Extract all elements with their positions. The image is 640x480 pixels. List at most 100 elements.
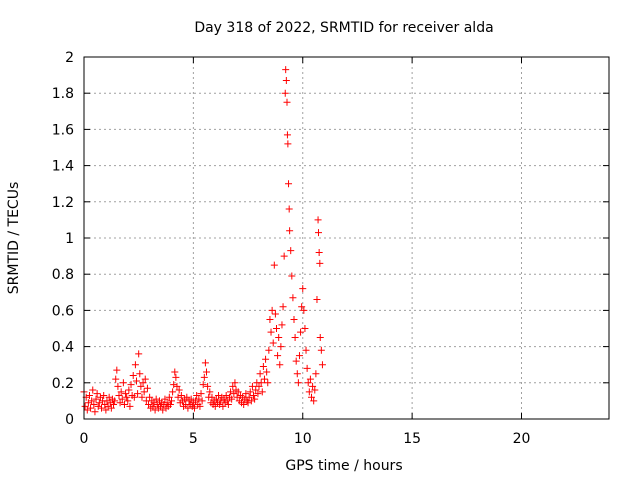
data-point (204, 382, 212, 390)
data-point (266, 315, 274, 323)
data-point (313, 296, 321, 304)
data-point (278, 321, 286, 329)
data-point (159, 406, 167, 414)
data-point (259, 363, 267, 371)
data-point (206, 388, 214, 396)
data-point (140, 388, 148, 396)
data-point (282, 77, 290, 85)
data-point (234, 388, 242, 396)
data-point (286, 227, 294, 235)
data-point (87, 404, 95, 412)
data-point (117, 388, 125, 396)
data-point (247, 397, 255, 405)
data-point (94, 402, 102, 410)
data-point (231, 379, 239, 387)
data-point (83, 406, 91, 414)
y-tick-label: 0.8 (52, 267, 74, 283)
data-point (168, 397, 175, 405)
data-point (173, 382, 181, 390)
data-point (312, 370, 320, 378)
data-point (300, 306, 308, 314)
data-point (212, 395, 220, 403)
data-point (122, 390, 130, 398)
data-point (308, 393, 315, 401)
data-point (119, 379, 127, 387)
data-point (110, 401, 118, 409)
data-point (316, 259, 324, 267)
data-point (198, 397, 206, 405)
data-point (113, 366, 121, 374)
data-point (111, 397, 119, 405)
y-tick-label: 1.4 (52, 159, 74, 175)
axis-ticks: 00.20.40.60.811.21.41.61.820 5 10 15 20 (52, 50, 609, 447)
data-point (200, 373, 208, 381)
data-point (290, 315, 298, 323)
data-point (215, 391, 223, 399)
data-point (184, 404, 192, 412)
data-point (157, 402, 165, 410)
data-point (196, 402, 204, 410)
data-point (315, 248, 323, 256)
data-point (150, 399, 158, 407)
data-point (183, 393, 191, 401)
data-point (125, 386, 133, 394)
data-points (80, 66, 326, 416)
data-point (248, 382, 256, 390)
data-point (244, 399, 252, 407)
data-point (174, 393, 182, 401)
data-point (90, 401, 98, 409)
data-point (283, 98, 291, 106)
data-point (222, 391, 230, 399)
data-point (192, 397, 200, 405)
data-point (193, 391, 201, 399)
data-point (287, 247, 295, 255)
y-tick-label: 2 (65, 50, 74, 66)
data-point (265, 346, 273, 354)
data-point (279, 303, 287, 311)
y-tick-label: 0.6 (52, 303, 74, 319)
data-point (293, 370, 301, 378)
data-point (294, 379, 302, 387)
data-point (133, 377, 140, 385)
data-point (282, 66, 290, 74)
data-point (116, 399, 124, 407)
data-point (306, 375, 314, 383)
data-point (84, 399, 92, 407)
data-point (260, 375, 268, 383)
data-point (246, 388, 254, 396)
data-point (223, 397, 231, 405)
data-point (310, 397, 318, 405)
data-point (190, 404, 198, 412)
data-point (211, 402, 219, 410)
data-point (114, 382, 122, 390)
data-point (315, 229, 322, 237)
data-point (263, 368, 271, 376)
data-point (292, 357, 300, 365)
y-tick-label: 1.2 (52, 195, 74, 211)
data-point (105, 393, 113, 401)
data-point (240, 401, 248, 409)
data-point (229, 382, 237, 390)
data-point (289, 294, 297, 302)
data-point (138, 393, 146, 401)
y-tick-label: 1 (65, 231, 74, 247)
grid-lines (84, 57, 609, 419)
x-tick-label: 5 (189, 431, 198, 447)
data-point (127, 381, 135, 389)
data-point (136, 370, 144, 378)
data-point (152, 395, 160, 403)
data-point (316, 334, 324, 342)
data-point (130, 393, 138, 401)
data-point (112, 375, 120, 383)
data-point (145, 401, 153, 409)
data-point (118, 395, 126, 403)
x-tick-label: 10 (294, 431, 312, 447)
x-tick-label: 20 (513, 431, 531, 447)
data-point (131, 361, 139, 369)
data-point (124, 397, 132, 405)
data-point (165, 393, 173, 401)
data-point (107, 404, 115, 412)
data-point (230, 390, 238, 398)
data-point (201, 359, 209, 367)
